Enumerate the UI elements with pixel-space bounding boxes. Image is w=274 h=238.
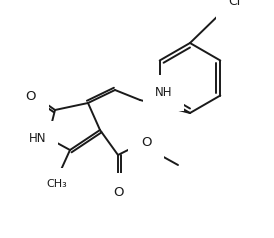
Text: CH₃: CH₃ [47, 179, 67, 189]
Text: O: O [141, 137, 151, 149]
Text: O: O [113, 186, 123, 199]
Text: O: O [26, 90, 36, 104]
Text: NH: NH [155, 86, 173, 99]
Text: Cl: Cl [228, 0, 240, 8]
Text: HN: HN [28, 133, 46, 145]
